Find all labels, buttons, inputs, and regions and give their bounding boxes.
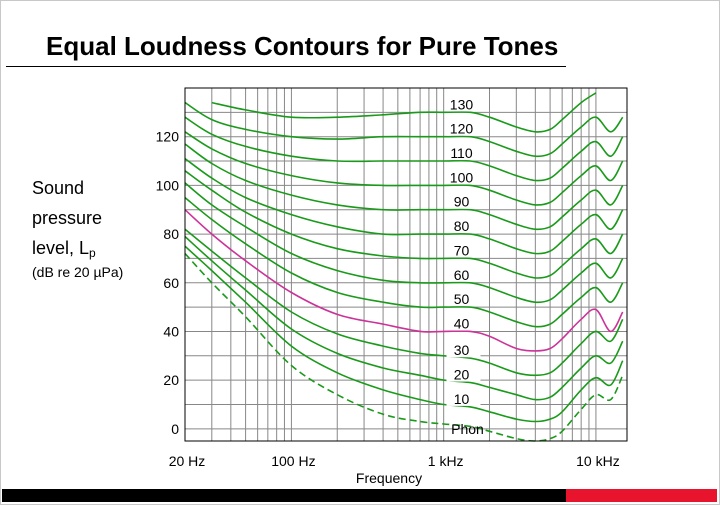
phon-curve-120 xyxy=(184,101,624,158)
phon-label-bg xyxy=(446,292,481,307)
phon-label-10: 10 xyxy=(454,391,470,407)
x-tick-label: 10 kHz xyxy=(576,453,620,469)
phon-label-bg xyxy=(446,243,481,258)
phon-label-bg xyxy=(446,146,481,161)
y-label-line-3: level, Lp xyxy=(32,233,123,263)
phon-label-bg xyxy=(446,343,481,358)
phon-label-130: 130 xyxy=(450,96,474,112)
y-tick-label: 40 xyxy=(163,323,179,339)
y-label-line-2: pressure xyxy=(32,208,103,228)
x-tick-label: 20 Hz xyxy=(169,453,206,469)
x-axis-title: Frequency xyxy=(356,470,422,486)
y-tick-label: 80 xyxy=(163,226,179,242)
phon-label-50: 50 xyxy=(454,291,470,307)
phon-curve-0 xyxy=(184,252,624,442)
phon-curve-40 xyxy=(184,209,624,352)
phon-label-bg xyxy=(446,194,481,209)
y-label-unit: (dB re 20 µPa) xyxy=(32,264,124,280)
footer-bar-black xyxy=(2,489,566,502)
phon-label-bg xyxy=(446,121,481,136)
y-axis-label: Sound pressure level, Lp (dB re 20 µPa) xyxy=(32,173,123,283)
phon-label-bg xyxy=(446,316,481,331)
title-underline xyxy=(6,66,566,67)
phon-label-100: 100 xyxy=(450,169,474,185)
phon-curve-70 xyxy=(184,170,624,279)
phon-label-bg xyxy=(446,267,481,282)
chart-axes: 0 20 40 60 80 100 120 20 Hz 100 Hz 1 kHz 10 kHz xyxy=(156,129,620,469)
phon-label-bg xyxy=(446,391,481,406)
phon-label-60: 60 xyxy=(454,267,470,283)
phon-label-80: 80 xyxy=(454,218,470,234)
slide-title: Equal Loudness Contours for Pure Tones xyxy=(46,31,559,61)
y-label-line-3-text: level, L xyxy=(32,238,90,258)
y-label-subscript: p xyxy=(89,246,96,260)
phon-label-110: 110 xyxy=(450,145,473,161)
chart-labels: 10 20 30 40 50 60 70 80 90 100 110 120 130 xyxy=(446,96,481,407)
y-tick-label: 0 xyxy=(171,421,179,437)
phon-curve-30 xyxy=(184,228,624,377)
phon-label-70: 70 xyxy=(454,242,470,258)
phon-curve-50 xyxy=(184,196,624,328)
phon-label-bg xyxy=(446,170,481,185)
phon-label-20: 20 xyxy=(454,367,470,383)
phon-axis-label: Phon xyxy=(451,421,484,437)
y-tick-label: 20 xyxy=(163,372,179,388)
phon-label-90: 90 xyxy=(454,194,470,210)
phon-curve-10 xyxy=(184,245,624,423)
x-tick-label: 1 kHz xyxy=(428,453,464,469)
phon-label-bg xyxy=(446,219,481,234)
y-label-line-1: Sound xyxy=(32,178,85,198)
phon-curve-110 xyxy=(184,116,624,182)
phon-label-bg xyxy=(446,367,481,382)
phon-curve-20 xyxy=(184,235,624,401)
y-tick-label: 100 xyxy=(156,177,180,193)
phon-curve-80 xyxy=(184,157,624,255)
phon-label-bg xyxy=(446,97,481,112)
phon-label-30: 30 xyxy=(454,342,470,358)
footer-bar-red xyxy=(566,489,717,502)
chart-curves xyxy=(184,92,624,442)
y-tick-label: 60 xyxy=(163,275,179,291)
x-tick-label: 100 Hz xyxy=(271,453,315,469)
phon-curve-60 xyxy=(184,182,624,304)
phon-label-120: 120 xyxy=(450,121,474,137)
phon-curve-130 xyxy=(211,92,597,133)
phon-curve-90 xyxy=(184,143,624,231)
phon-label-40: 40 xyxy=(454,315,470,331)
plot-frame xyxy=(184,87,628,442)
phon-curve-100 xyxy=(184,131,624,206)
y-tick-label: 120 xyxy=(156,129,180,145)
